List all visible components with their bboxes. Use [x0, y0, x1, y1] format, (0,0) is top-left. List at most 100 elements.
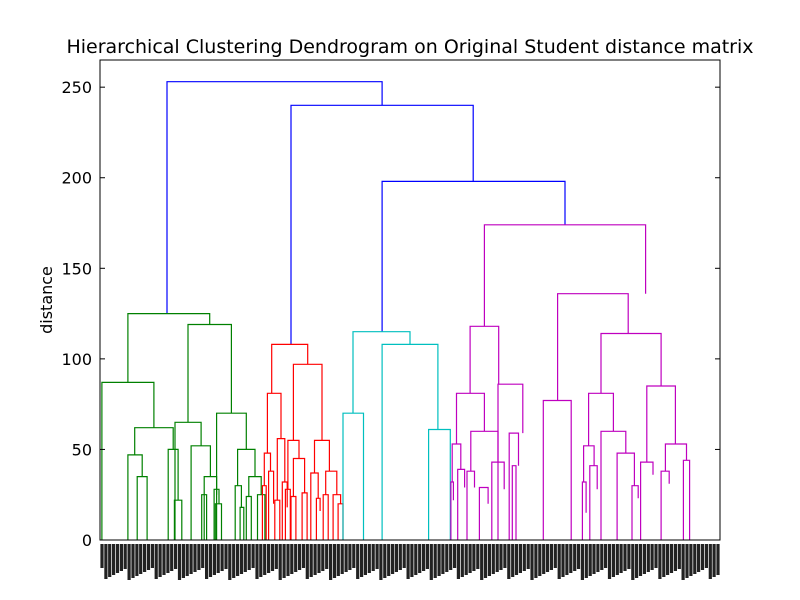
dendrogram-link-28 [268, 470, 275, 540]
plot-frame [99, 59, 721, 541]
leaf-label-mark [495, 544, 499, 572]
leaf-label-mark [445, 544, 449, 572]
leaf-label-mark [518, 544, 522, 573]
leaf-label-mark [712, 544, 716, 577]
leaf-label-mark [162, 544, 166, 575]
dendrogram-link-45 [352, 331, 411, 414]
leaf-label-mark [542, 544, 546, 574]
leaf-label-mark [363, 544, 367, 575]
leaf-label-mark [259, 544, 263, 577]
dendrogram-link-30 [274, 499, 281, 540]
dendrogram-link-42 [322, 494, 329, 540]
leaf-label-mark [317, 544, 321, 573]
dendrogram-link-54 [457, 468, 466, 540]
leaf-label-mark [514, 544, 519, 575]
leaf-label-mark [569, 544, 573, 573]
leaf-label-mark [700, 544, 705, 570]
leaf-label-mark [480, 544, 484, 580]
leaf-label-mark [433, 544, 437, 578]
leaf-label-mark [139, 544, 143, 574]
leaf-label-mark [174, 544, 178, 569]
leaf-label-mark [592, 544, 596, 574]
dendrogram-link-57 [478, 486, 489, 540]
y-tick-label-200: 200 [61, 169, 92, 188]
leaf-label-mark [286, 544, 290, 576]
y-tick-label-50: 50 [72, 440, 92, 459]
leaf-label-mark [379, 544, 383, 580]
leaf-label-mark [274, 544, 278, 569]
leaf-label-mark [294, 544, 298, 572]
leaf-label-mark [336, 544, 340, 576]
leaf-label-mark [476, 544, 480, 569]
leaf-label-mark [158, 544, 162, 577]
dendrogram-link-27 [261, 485, 267, 540]
leaf-label-mark [332, 544, 337, 578]
leaf-label-mark [596, 544, 600, 572]
dendrogram-link-31 [281, 481, 288, 540]
dendrogram-link-41 [325, 470, 338, 495]
dendrogram-link-51 [455, 392, 485, 444]
leaf-label-mark [472, 544, 476, 571]
leaf-label-mark [600, 544, 604, 570]
dendrogram-link-33 [287, 439, 300, 490]
dendrogram-link-21 [248, 476, 262, 497]
leaf-label-mark [356, 544, 360, 579]
dendrogram-link-72 [646, 385, 677, 463]
leaf-label-mark [255, 544, 259, 579]
dendrogram-link-48 [428, 428, 451, 540]
leaf-label-mark [576, 544, 581, 569]
leaf-label-mark [193, 544, 197, 572]
dendrogram-link-12 [190, 445, 211, 540]
leaf-label-mark [344, 544, 348, 572]
leaf-label-mark [154, 544, 158, 579]
leaf-label-mark [321, 544, 325, 571]
leaf-label-mark [394, 544, 398, 572]
leaf-label-mark [491, 544, 495, 574]
leaf-label-mark [212, 544, 216, 575]
dendrogram-link-17 [216, 412, 247, 540]
leaf-label-mark [677, 544, 681, 569]
leaf-label-mark [507, 544, 511, 579]
leaf-label-mark [604, 544, 608, 568]
leaf-label-mark [135, 544, 139, 576]
dendrogram-link-36 [290, 495, 297, 540]
leaf-label-mark [127, 544, 131, 580]
leaf-label-mark [119, 544, 123, 571]
leaf-label-mark [573, 544, 577, 571]
leaf-label-mark [278, 544, 282, 580]
leaf-label-mark [325, 544, 329, 569]
leaf-label-mark [685, 544, 689, 578]
leaf-label-mark [642, 544, 646, 574]
leaf-label-mark [418, 544, 422, 573]
leaf-label-mark [340, 544, 344, 574]
leaf-label-mark [352, 544, 356, 568]
leaf-label-mark [530, 544, 534, 580]
leaf-label-mark [360, 544, 364, 577]
y-axis-label: distance [37, 266, 56, 334]
leaf-label-mark [185, 544, 189, 576]
leaf-label-mark [232, 544, 236, 578]
leaf-label-mark [143, 544, 147, 572]
leaf-label-mark [449, 544, 453, 570]
leaf-label-mark [697, 544, 701, 572]
dendrogram-link-55 [470, 430, 499, 472]
leaf-label-mark [704, 544, 708, 568]
dendrogram-link-43 [332, 494, 342, 540]
leaf-label-mark [414, 544, 418, 575]
leaf-label-mark [115, 544, 120, 573]
dendrogram-link-22 [245, 495, 252, 540]
leaf-label-mark [236, 544, 240, 576]
leaf-label-mark [181, 544, 185, 578]
leaf-label-mark [689, 544, 693, 576]
leaf-label-mark [658, 544, 662, 579]
dendrogram-link-23 [256, 494, 266, 540]
dendrogram-link-11 [174, 421, 202, 540]
leaf-label-mark [615, 544, 619, 575]
leaf-label-mark [549, 544, 553, 570]
leaf-label-mark [270, 544, 275, 571]
dendrogram-link-29 [276, 438, 286, 501]
dendrogram-link-67 [581, 481, 587, 540]
dendrogram-link-14 [201, 494, 208, 540]
dendrogram-link-10 [187, 323, 232, 423]
leaf-label-mark [112, 544, 116, 575]
